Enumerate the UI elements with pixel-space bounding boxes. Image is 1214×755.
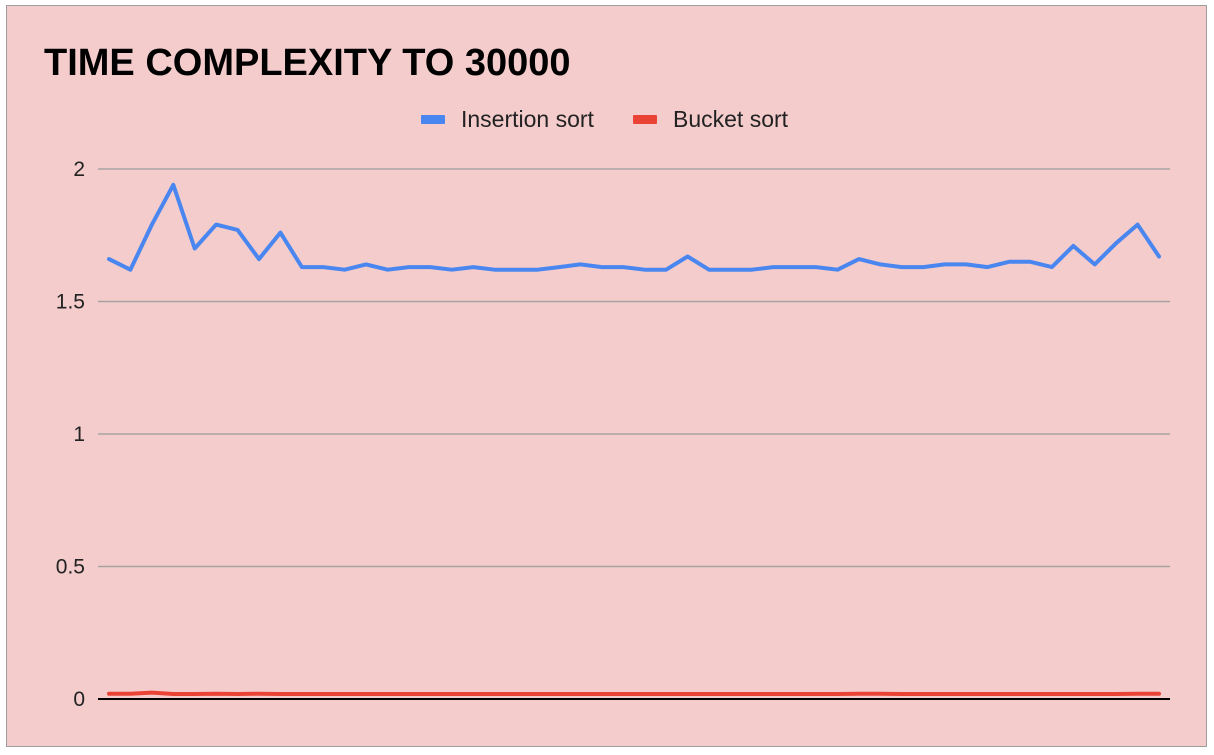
legend-label: Insertion sort: [461, 106, 595, 132]
chart-title: TIME COMPLEXITY TO 30000: [44, 42, 571, 84]
y-tick-label: 1.5: [56, 291, 85, 314]
y-axis-ticks: 0 0.5 1 1.5 2: [56, 158, 85, 711]
series-lines: [107, 182, 1161, 696]
series-line-insertion-sort: [107, 182, 1161, 272]
legend-swatch: [633, 115, 657, 124]
y-tick-label: 0: [73, 688, 85, 711]
legend-item: Bucket sort: [633, 106, 789, 132]
gridlines: [98, 168, 1170, 568]
chart-area: [6, 5, 1207, 747]
y-tick-label: 2: [73, 158, 85, 181]
legend-item: Insertion sort: [421, 106, 595, 132]
legend: Insertion sort Bucket sort: [421, 106, 789, 132]
series-line-bucket-sort: [107, 690, 1161, 696]
y-tick-label: 1: [73, 423, 85, 446]
y-tick-label: 0.5: [56, 556, 85, 579]
legend-swatch: [421, 115, 445, 124]
legend-label: Bucket sort: [673, 106, 789, 132]
